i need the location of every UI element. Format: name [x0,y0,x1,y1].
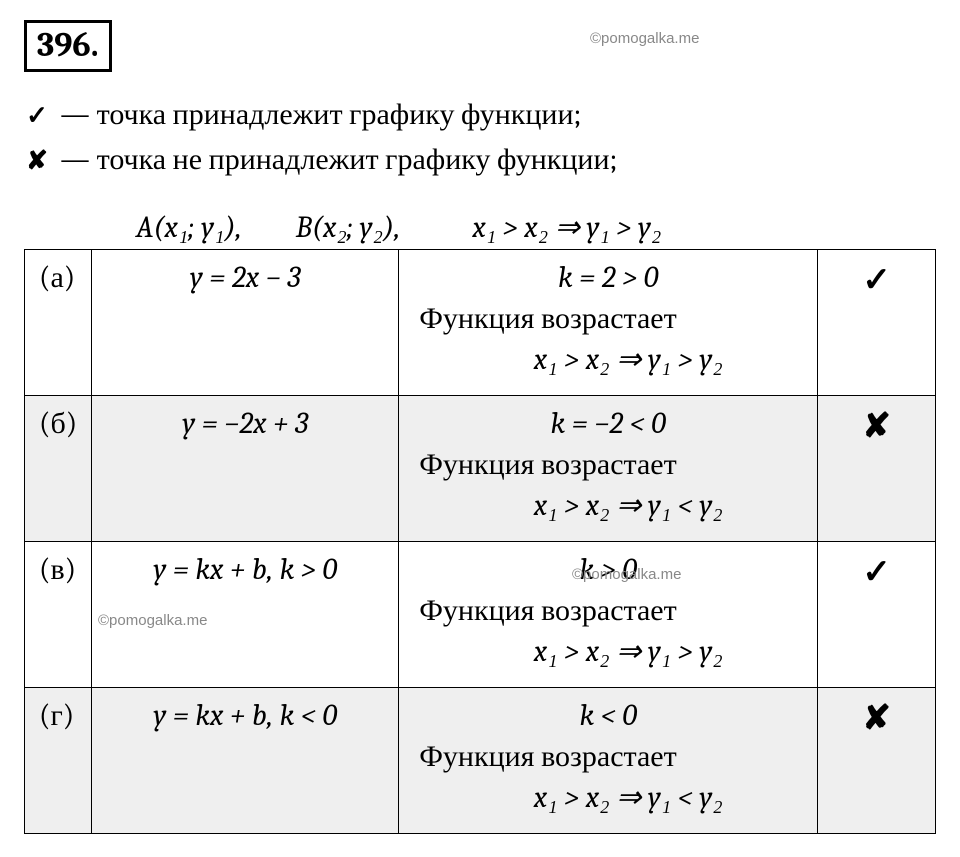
desc-line: Функция возрастает [413,447,803,482]
row-function: y = kx + b, k < 0 [92,688,399,834]
row-label: (г) [25,688,92,834]
row-function: y = 2x − 3 [92,250,399,396]
row-label: (а) [25,250,92,396]
function-table: (а) y = 2x − 3 k = 2 > 0 Функция возраст… [24,249,936,834]
row-mark: ✘ [818,396,936,542]
table-row: (г) y = kx + b, k < 0 k < 0 Функция возр… [25,688,936,834]
watermark-text: ©pomogalka.me [590,30,699,47]
check-icon: ✓ [24,97,50,136]
row-function: y = −2x + 3 [92,396,399,542]
cross-icon: ✘ [862,698,891,738]
legend-check-line: ✓ — точка принадлежит графику функции; [24,92,936,137]
k-line: k = 2 > 0 [413,260,803,295]
table-row: (а) y = 2x − 3 k = 2 > 0 Функция возраст… [25,250,936,396]
func-expr: y = −2x + 3 [182,406,308,441]
cross-icon: ✘ [862,406,891,446]
check-icon: ✓ [862,260,891,300]
func-expr: y = 2x − 3 [190,260,301,295]
row-mark: ✘ [818,688,936,834]
legend-cross-text: — точка не принадлежит графику функции; [60,137,617,182]
desc-line: Функция возрастает [413,593,803,628]
problem-number: 396. [24,20,112,72]
legend-block: ✓ — точка принадлежит графику функции; ✘… [24,92,936,182]
func-expr: y = kx + b, k < 0 [153,698,337,733]
watermark-text: ©pomogalka.me [98,612,207,629]
impl-line: x₁ > x₂ ⇒ y₁ < y₂ [413,780,803,815]
points-header: A(x₁; y₁), B(x₂; y₂), x₁ > x₂ ⇒ y₁ > y₂ [24,210,936,245]
func-expr: y = kx + b, k > 0 [153,552,337,587]
point-condition: x₁ > x₂ ⇒ y₁ > y₂ [472,210,661,245]
check-icon: ✓ [862,552,891,592]
k-line: k < 0 [413,698,803,733]
table-row: (б) y = −2x + 3 k = −2 < 0 Функция возра… [25,396,936,542]
row-explain: k = 2 > 0 Функция возрастает x₁ > x₂ ⇒ y… [399,250,818,396]
row-explain: k > 0 Функция возрастает x₁ > x₂ ⇒ y₁ > … [399,542,818,688]
desc-line: Функция возрастает [413,739,803,774]
row-label: (в) [25,542,92,688]
desc-line: Функция возрастает [413,301,803,336]
impl-line: x₁ > x₂ ⇒ y₁ < y₂ [413,488,803,523]
table-body: (а) y = 2x − 3 k = 2 > 0 Функция возраст… [25,250,936,834]
impl-line: x₁ > x₂ ⇒ y₁ > y₂ [413,634,803,669]
point-b-label: B(x₂; y₂), [296,210,401,245]
impl-line: x₁ > x₂ ⇒ y₁ > y₂ [413,342,803,377]
watermark-text: ©pomogalka.me [572,566,681,583]
row-explain: k = −2 < 0 Функция возрастает x₁ > x₂ ⇒ … [399,396,818,542]
row-mark: ✓ [818,250,936,396]
cross-icon: ✘ [24,142,50,181]
legend-check-text: — точка принадлежит графику функции; [60,92,581,137]
legend-cross-line: ✘ — точка не принадлежит графику функции… [24,137,936,182]
row-label: (б) [25,396,92,542]
row-explain: k < 0 Функция возрастает x₁ > x₂ ⇒ y₁ < … [399,688,818,834]
point-a-label: A(x₁; y₁), [136,210,242,245]
row-mark: ✓ [818,542,936,688]
k-line: k = −2 < 0 [413,406,803,441]
